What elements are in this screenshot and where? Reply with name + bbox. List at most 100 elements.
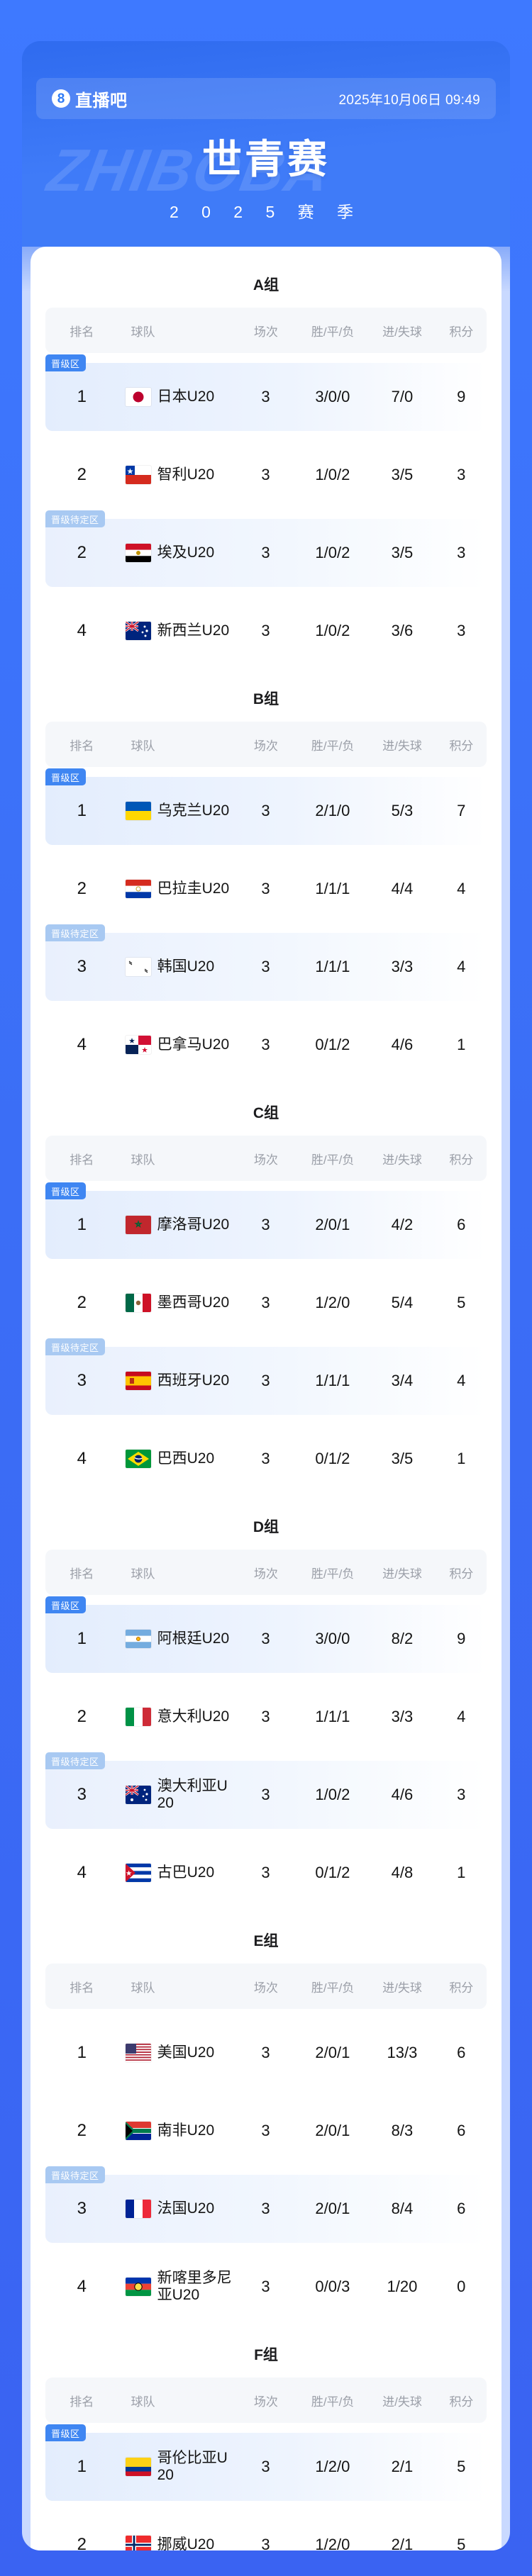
status-badge: 晋级区	[45, 768, 86, 785]
table-header-row: 排名 球队 场次 胜/平/负 进/失球 积分	[45, 1550, 487, 1595]
cell-rank: 3	[77, 1785, 87, 1804]
team-flag	[125, 2536, 151, 2550]
table-row[interactable]: 晋级待定区 3 西班牙U20 3 1/1/1 3/4 4	[45, 1338, 487, 1415]
cell-goals: 8/3	[391, 2122, 414, 2139]
brand: 8 直播吧	[52, 86, 128, 111]
team-flag	[125, 388, 151, 406]
cell-rank: 2	[77, 2535, 87, 2550]
table-row[interactable]: 4 新西兰U20 3 1/0/2 3/6 3	[45, 597, 487, 665]
cell-goals: 3/5	[391, 1450, 414, 1467]
cell-played: 3	[261, 1372, 270, 1389]
cell-wdl: 2/0/1	[315, 2200, 350, 2217]
col-header-wdl: 胜/平/负	[311, 1981, 355, 1995]
cell-goals: 3/5	[391, 544, 414, 561]
table-row[interactable]: 晋级待定区 3 澳大利亚U20 3 1/0/2 4/6 3	[45, 1752, 487, 1829]
group-block: E组 排名 球队 场次 胜/平/负 进/失球 积分 1 美国U20 3 2/0/1 13/3 6 2 南非U…	[31, 1907, 501, 2321]
table-row[interactable]: 4 巴西U20 3 0/1/2 3/5 1	[45, 1425, 487, 1493]
table-row[interactable]: 晋级区 1 乌克兰U20 3 2/1/0 5/3 7	[45, 768, 487, 845]
team-flag	[125, 1294, 151, 1312]
cell-team: 哥伦比亚U20	[118, 2450, 235, 2484]
group-title: D组	[253, 1519, 279, 1535]
table-row[interactable]: 晋级待定区 3 韩国U20 3 1/1/1 3/3 4	[45, 924, 487, 1001]
table-row[interactable]: 4 新喀里多尼亚U20 3 0/0/3 1/20 0	[45, 2253, 487, 2321]
cell-points: 4	[457, 958, 466, 975]
cell-played: 3	[261, 2536, 270, 2550]
table-row[interactable]: 晋级区 1 阿根廷U20 3 3/0/0 8/2 9	[45, 1596, 487, 1673]
team-flag	[125, 466, 151, 484]
flag-jp-icon	[125, 388, 151, 406]
cell-points: 0	[457, 2278, 466, 2295]
team-name: 美国U20	[157, 2044, 215, 2061]
cell-played: 3	[261, 1450, 270, 1467]
cell-wdl: 1/0/2	[315, 466, 350, 483]
table-row[interactable]: 晋级待定区 3 法国U20 3 2/0/1 8/4 6	[45, 2166, 487, 2243]
cell-wdl: 1/0/2	[315, 622, 350, 639]
team-flag	[125, 2122, 151, 2140]
cell-team: 古巴U20	[118, 1864, 235, 1882]
table-row[interactable]: 2 智利U20 3 1/0/2 3/5 3	[45, 441, 487, 509]
col-header-team: 球队	[131, 1153, 155, 1167]
cell-played: 3	[261, 2122, 270, 2139]
team-name: 乌克兰U20	[157, 802, 230, 819]
cell-played: 3	[261, 544, 270, 561]
table-row[interactable]: 晋级区 1 哥伦比亚U20 3 1/2/0 2/1 5	[45, 2424, 487, 2501]
team-flag	[125, 622, 151, 640]
cell-rank: 3	[77, 2199, 87, 2218]
flag-us-icon	[125, 2044, 151, 2062]
cell-played: 3	[261, 466, 270, 483]
cell-points: 6	[457, 2200, 466, 2217]
table-row[interactable]: 1 美国U20 3 2/0/1 13/3 6	[45, 2019, 487, 2087]
col-header-points: 积分	[449, 2395, 474, 2409]
cell-rank: 3	[77, 1371, 87, 1390]
cell-points: 5	[457, 1294, 466, 1311]
col-header-points: 积分	[449, 325, 474, 339]
col-header-wdl: 胜/平/负	[311, 325, 355, 339]
team-flag	[125, 1450, 151, 1468]
cell-goals: 2/1	[391, 2536, 414, 2550]
cell-goals: 5/3	[391, 802, 414, 819]
table-row[interactable]: 2 南非U20 3 2/0/1 8/3 6	[45, 2097, 487, 2165]
cell-points: 4	[457, 880, 466, 897]
cell-wdl: 3/0/0	[315, 388, 350, 405]
flag-fr-icon	[125, 2200, 151, 2218]
col-header-wdl: 胜/平/负	[311, 739, 355, 753]
team-name: 智利U20	[157, 466, 215, 483]
status-badge: 晋级待定区	[45, 1338, 105, 1355]
cell-wdl: 1/2/0	[315, 2536, 350, 2550]
table-row[interactable]: 2 挪威U20 3 1/2/0 2/1 5	[45, 2511, 487, 2550]
group-title: E组	[253, 1933, 279, 1949]
cell-wdl: 1/0/2	[315, 544, 350, 561]
status-badge: 晋级区	[45, 2424, 86, 2441]
table-row[interactable]: 晋级区 1 日本U20 3 3/0/0 7/0 9	[45, 354, 487, 431]
team-flag	[125, 880, 151, 898]
cell-wdl: 0/1/2	[315, 1036, 350, 1053]
table-row[interactable]: 2 墨西哥U20 3 1/2/0 5/4 5	[45, 1269, 487, 1337]
table-row[interactable]: 晋级区 1 摩洛哥U20 3 2/0/1 4/2 6	[45, 1182, 487, 1259]
team-name: 澳大利亚U20	[157, 1777, 228, 1811]
cell-wdl: 1/1/1	[315, 1372, 350, 1389]
table-row[interactable]: 2 巴拉圭U20 3 1/1/1 4/4 4	[45, 855, 487, 923]
team-flag	[125, 1786, 151, 1804]
table-row[interactable]: 晋级待定区 2 埃及U20 3 1/0/2 3/5 3	[45, 510, 487, 587]
cell-points: 7	[457, 802, 466, 819]
flag-es-icon	[125, 1372, 151, 1390]
cell-played: 3	[261, 1864, 270, 1881]
col-header-points: 积分	[449, 1567, 474, 1581]
group-block: B组 排名 球队 场次 胜/平/负 进/失球 积分 晋级区 1 乌克兰U20 3 2/1/0 5/3 7 2…	[31, 665, 501, 1079]
cell-goals: 1/20	[387, 2278, 418, 2295]
hero-banner: ZHIBOBA 8 直播吧 2025年10月06日 09:49 世青赛 2 0 …	[22, 41, 510, 247]
cell-goals: 4/6	[391, 1036, 414, 1053]
team-name: 墨西哥U20	[157, 1294, 230, 1311]
table-header-row: 排名 球队 场次 胜/平/负 进/失球 积分	[45, 2378, 487, 2423]
col-header-played: 场次	[253, 2395, 278, 2409]
page-title: 世青赛	[202, 137, 330, 181]
col-header-points: 积分	[449, 739, 474, 753]
table-row[interactable]: 4 巴拿马U20 3 0/1/2 4/6 1	[45, 1011, 487, 1079]
cell-played: 3	[261, 1708, 270, 1725]
status-badge: 晋级待定区	[45, 1752, 105, 1769]
status-badge: 晋级待定区	[45, 510, 105, 527]
table-row[interactable]: 4 古巴U20 3 0/1/2 4/8 1	[45, 1839, 487, 1907]
table-row[interactable]: 2 意大利U20 3 1/1/1 3/3 4	[45, 1683, 487, 1751]
cell-team: 美国U20	[118, 2044, 235, 2062]
